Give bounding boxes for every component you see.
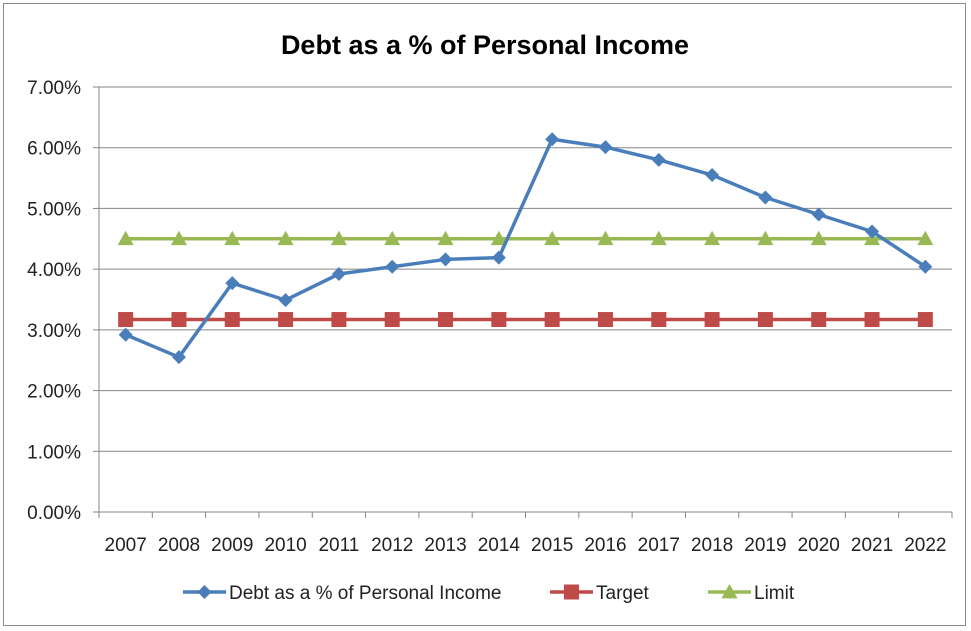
series-diamond xyxy=(118,132,933,365)
y-tick-label: 0.00% xyxy=(27,503,81,524)
legend-marker xyxy=(721,584,738,599)
data-point xyxy=(544,312,560,328)
data-point xyxy=(545,132,560,147)
data-point xyxy=(170,230,187,246)
x-tick-label: 2014 xyxy=(478,535,521,556)
x-tick-label: 2021 xyxy=(851,535,893,556)
data-point xyxy=(385,259,400,274)
gridlines xyxy=(99,86,952,452)
data-point xyxy=(384,230,401,246)
data-point xyxy=(491,312,507,328)
data-point xyxy=(757,230,774,246)
data-point xyxy=(490,230,507,246)
x-tick-label: 2018 xyxy=(691,535,733,556)
data-point xyxy=(918,259,933,274)
data-point xyxy=(224,312,240,328)
x-tick-label: 2013 xyxy=(424,535,466,556)
data-point xyxy=(331,267,346,281)
x-tick-label: 2022 xyxy=(904,535,946,556)
data-point xyxy=(651,312,667,328)
data-point xyxy=(650,230,667,246)
data-point xyxy=(597,312,613,328)
chart-title: Debt as a % of Personal Income xyxy=(281,30,689,60)
series-square xyxy=(118,312,933,328)
data-point xyxy=(225,276,240,291)
legend-item: Debt as a % of Personal Income xyxy=(183,583,501,604)
chart-frame xyxy=(3,3,966,626)
data-point xyxy=(597,230,614,246)
data-point xyxy=(331,312,347,328)
x-tick-label: 2007 xyxy=(105,535,147,556)
legend-item: Target xyxy=(550,583,650,604)
x-tick-label: 2015 xyxy=(531,535,573,556)
data-point xyxy=(491,250,506,265)
data-point xyxy=(917,230,934,246)
y-tick-label: 3.00% xyxy=(27,321,81,342)
data-point xyxy=(544,230,561,246)
data-point xyxy=(598,140,613,155)
x-tick-label: 2009 xyxy=(211,535,253,556)
data-point xyxy=(651,152,666,167)
x-tick-label: 2016 xyxy=(584,535,626,556)
data-point xyxy=(118,327,133,342)
y-tick-label: 5.00% xyxy=(27,199,81,220)
data-point xyxy=(917,312,933,328)
x-tick-label: 2008 xyxy=(158,535,200,556)
legend-label: Limit xyxy=(754,583,795,604)
legend-label: Debt as a % of Personal Income xyxy=(229,583,501,604)
data-point xyxy=(864,312,880,328)
y-tick-label: 2.00% xyxy=(27,382,81,403)
data-point xyxy=(224,230,241,246)
data-point xyxy=(810,230,827,246)
data-point xyxy=(384,312,400,328)
series xyxy=(117,132,934,365)
x-tick-label: 2017 xyxy=(638,535,680,556)
data-point xyxy=(438,252,453,267)
legend-marker xyxy=(197,585,212,599)
y-axis-ticks: 0.00% 1.00% 2.00% 3.00% 4.00% 5.00% 6.00% 7.00% xyxy=(27,78,81,524)
data-point xyxy=(330,230,347,246)
y-tick-label: 4.00% xyxy=(27,260,81,281)
data-point xyxy=(277,230,294,246)
data-point xyxy=(865,224,880,239)
x-tick-label: 2020 xyxy=(798,535,840,556)
x-axis-ticks: 2007 2008 2009 2010 2011 2012 2013 2014 2015 2016… xyxy=(105,535,947,556)
x-tick-label: 2010 xyxy=(264,535,306,556)
data-point xyxy=(278,293,293,308)
series-line xyxy=(124,137,927,359)
legend-item: Limit xyxy=(708,583,795,604)
data-point xyxy=(704,312,720,328)
data-point xyxy=(278,312,294,328)
legend: Debt as a % of Personal Income Target Limi… xyxy=(183,583,795,604)
x-tick-label: 2019 xyxy=(744,535,786,556)
data-point xyxy=(704,230,721,246)
series-triangle xyxy=(117,230,934,246)
data-point xyxy=(811,312,827,328)
data-point xyxy=(811,207,826,222)
legend-marker xyxy=(564,584,579,600)
data-point xyxy=(117,230,134,246)
data-point xyxy=(437,230,454,246)
y-tick-label: 1.00% xyxy=(27,442,81,463)
data-point xyxy=(705,168,720,183)
data-point xyxy=(438,312,454,328)
data-point xyxy=(171,350,186,365)
data-point xyxy=(171,312,187,328)
data-point xyxy=(757,312,773,328)
y-tick-label: 7.00% xyxy=(27,78,81,99)
data-point xyxy=(758,190,773,205)
axes xyxy=(93,86,953,518)
x-tick-label: 2011 xyxy=(318,535,359,556)
data-point xyxy=(118,312,134,328)
x-tick-label: 2012 xyxy=(371,535,413,556)
legend-label: Target xyxy=(596,583,650,604)
y-tick-label: 6.00% xyxy=(27,139,81,160)
